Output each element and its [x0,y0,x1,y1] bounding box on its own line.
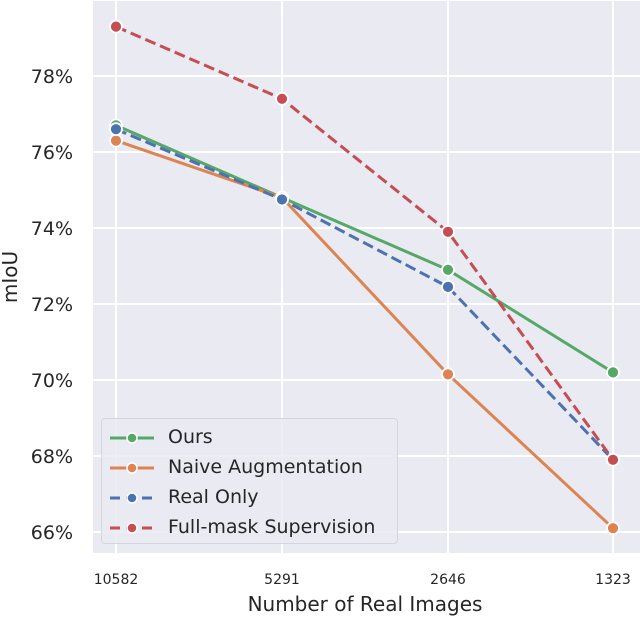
series-line [115,127,615,461]
legend-marker-icon [110,492,154,504]
legend-label: Full-mask Supervision [168,516,376,538]
y-tick-label: 74% [31,218,73,240]
y-tick-label: 70% [31,370,73,392]
y-axis-label: mIoU [0,251,22,303]
y-tick-label: 78% [31,66,73,88]
data-point [606,521,620,536]
y-tick-label: 76% [31,142,73,164]
legend-item: Real Only [102,483,397,513]
y-tick-label: 66% [31,522,73,544]
series-line [115,25,615,461]
legend: Ours Naive Augmentation Real Only Full-mask… [101,418,398,544]
x-axis-label: Number of Real Images [248,592,483,616]
y-tick-label: 68% [31,446,73,468]
x-tick-label: 5291 [264,572,300,588]
data-point [441,224,455,239]
y-axis-ticks: 66% 68% 70% 72% 74% 76% 78% [31,66,73,544]
data-point [275,192,289,207]
legend-marker-icon [110,522,154,534]
legend-item: Naive Augmentation [102,453,397,483]
legend-label: Ours [168,426,213,448]
legend-marker-icon [110,462,154,474]
series-line [115,139,615,530]
x-tick-label: 1323 [595,572,631,588]
legend-item: Full-mask Supervision [102,513,397,543]
legend-item: Ours [102,423,397,453]
data-point [606,452,620,467]
data-point [275,91,289,106]
data-point [606,365,620,380]
data-point [109,19,123,34]
data-point [441,367,455,382]
x-tick-label: 10582 [94,572,139,588]
data-point [441,279,455,294]
data-point [441,262,455,277]
legend-label: Real Only [168,486,259,508]
x-axis-ticks: 10582 5291 2646 1323 [94,572,631,588]
data-point [109,133,123,148]
data-series [109,19,620,536]
y-tick-label: 72% [31,294,73,316]
data-point [109,122,123,137]
x-tick-label: 2646 [430,572,466,588]
legend-marker-icon [110,432,154,444]
legend-label: Naive Augmentation [168,456,363,478]
series-line [115,124,614,374]
